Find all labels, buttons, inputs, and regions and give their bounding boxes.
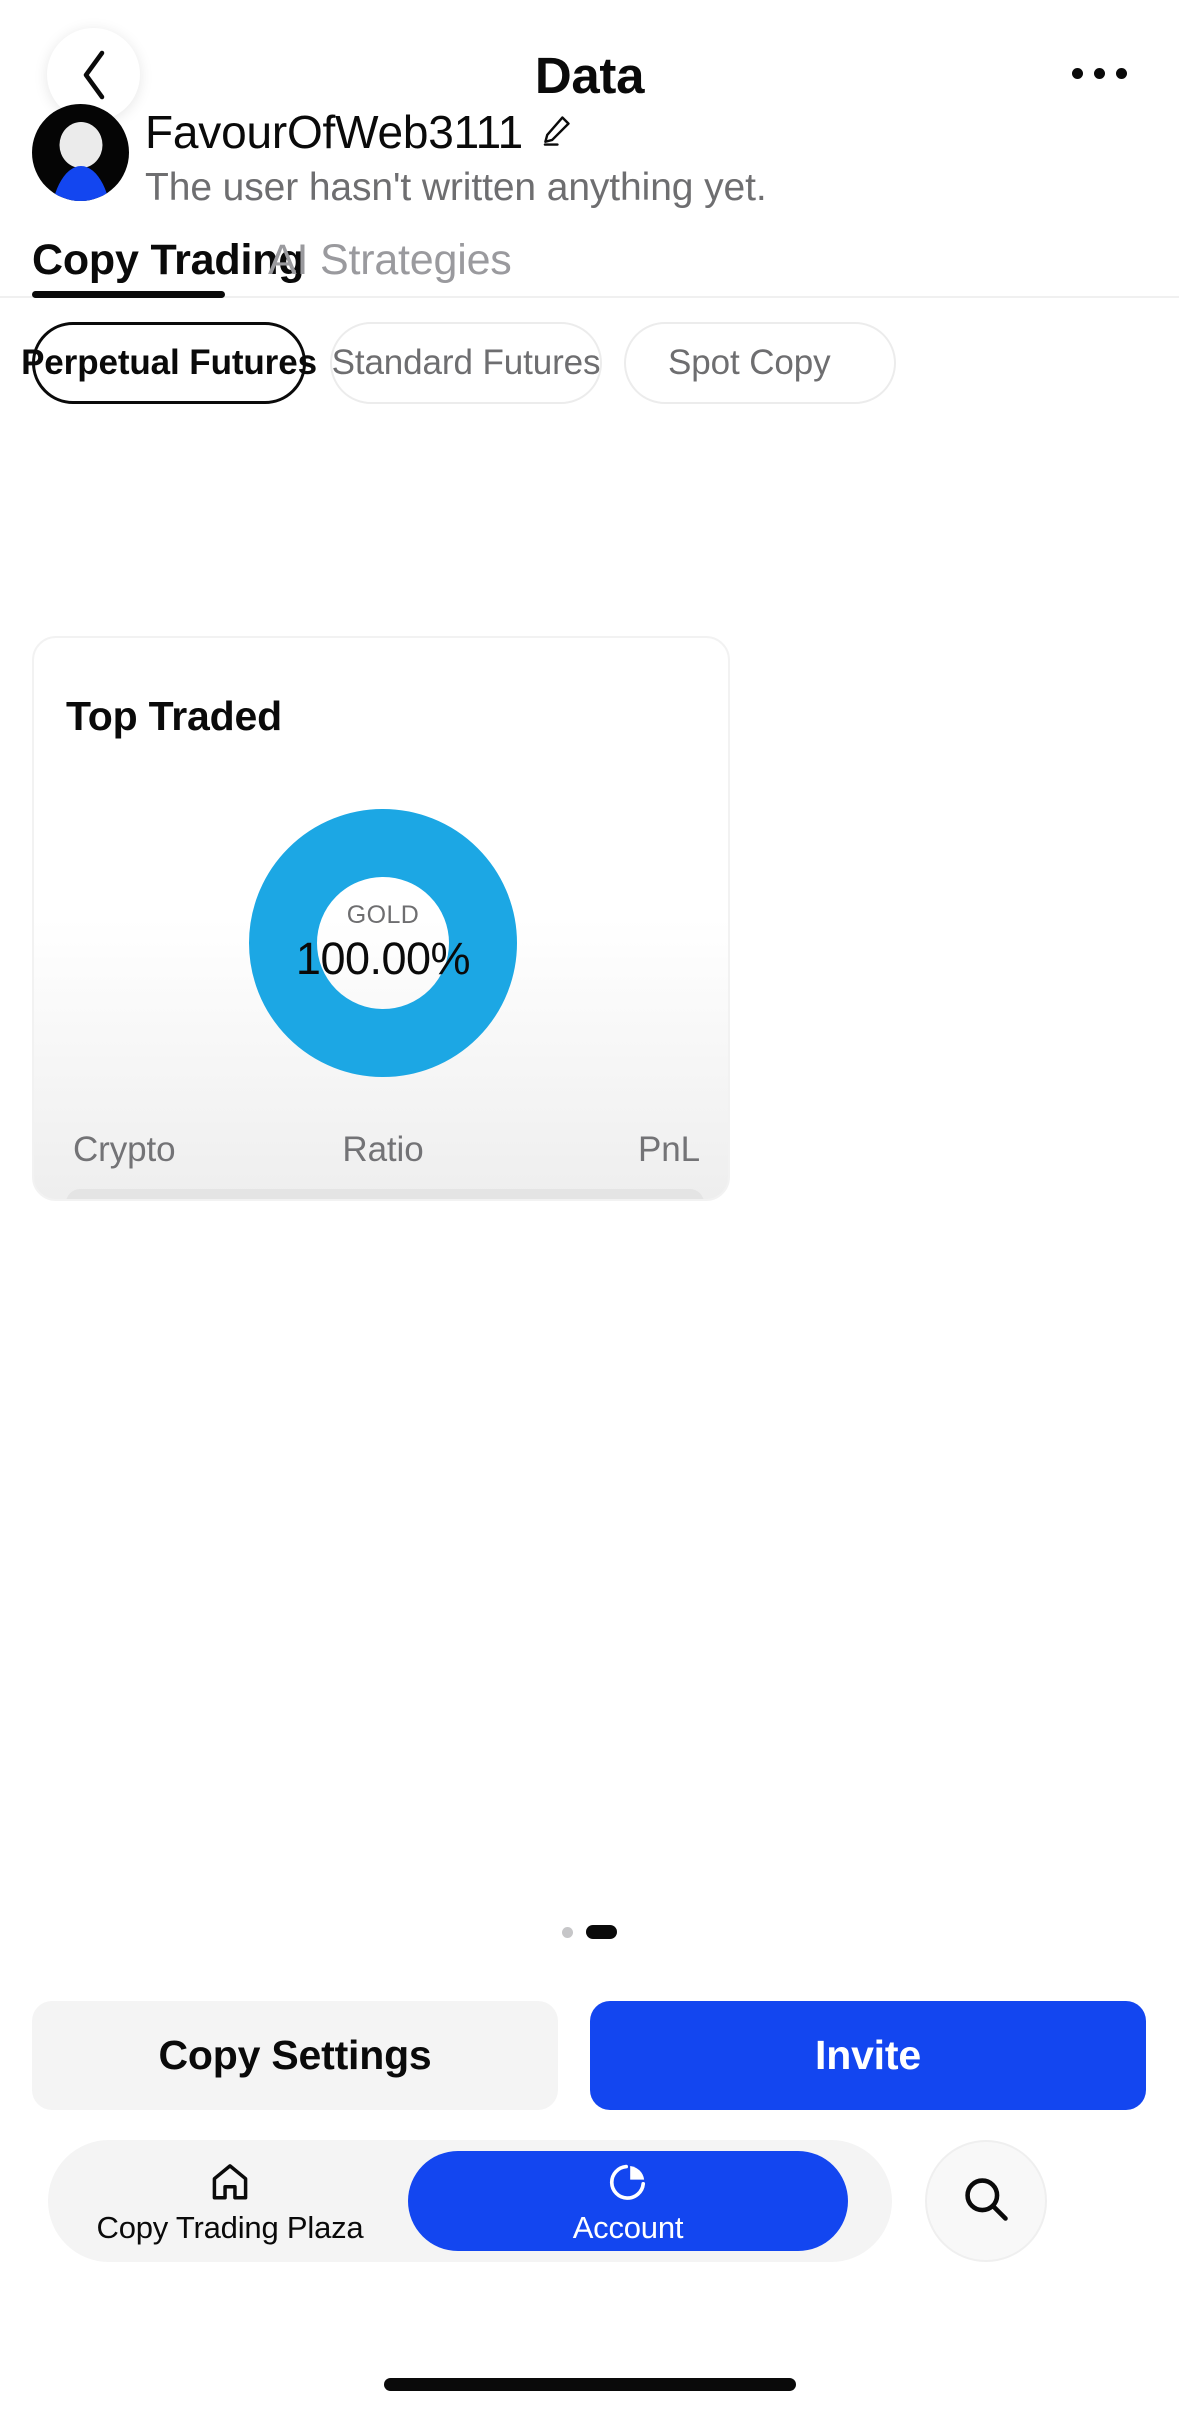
nav-label-account: Account [572, 2209, 684, 2245]
more-horizontal-icon [1072, 67, 1127, 79]
column-header-crypto: Crypto [73, 1130, 176, 1169]
donut-center-value: 100.00% [295, 933, 471, 984]
search-icon [960, 2173, 1012, 2230]
table-header: Crypto Ratio PnL [66, 1130, 700, 1172]
avatar-body [49, 166, 112, 201]
home-indicator [383, 2378, 796, 2391]
invite-button[interactable]: Invite [590, 2001, 1146, 2110]
carousel-pagination [0, 1925, 1179, 1939]
donut-center-label: GOLD [346, 901, 420, 929]
main-tabs: Copy Trading AI Strategies [0, 236, 1179, 298]
pie-chart-icon [606, 2157, 650, 2207]
avatar-head [59, 122, 102, 168]
tab-ai-strategies[interactable]: AI Strategies [268, 236, 512, 284]
pager-dot-1[interactable] [562, 1926, 573, 1938]
search-button[interactable] [925, 2140, 1047, 2262]
donut-center-text: GOLD 100.00% [249, 809, 517, 1077]
more-options-button[interactable] [1047, 48, 1127, 98]
filter-chip-row: Perpetual Futures Standard Futures Spot … [0, 322, 1179, 404]
nav-item-copy-trading-plaza[interactable]: Copy Trading Plaza [88, 2151, 372, 2251]
header-bar: Data [0, 0, 1179, 150]
tab-copy-trading[interactable]: Copy Trading [32, 236, 305, 284]
top-traded-card: Top Traded GOLD 100.00% Crypto Ratio PnL… [32, 636, 730, 1201]
nav-item-account[interactable]: Account [408, 2151, 848, 2251]
profile-name: FavourOfWeb3111 [145, 106, 523, 158]
active-tab-indicator [32, 291, 225, 298]
pager-dot-2[interactable] [586, 1925, 617, 1939]
profile-bio: The user hasn't written anything yet. [145, 166, 767, 209]
column-header-pnl: PnL [638, 1130, 700, 1169]
donut-chart: GOLD 100.00% [249, 809, 517, 1077]
card-title: Top Traded [66, 693, 282, 739]
bottom-navigation: Copy Trading Plaza Account [48, 2140, 892, 2262]
pencil-icon[interactable] [539, 113, 573, 152]
nav-label-copy-trading-plaza: Copy Trading Plaza [96, 2209, 364, 2245]
page-title: Data [534, 47, 645, 104]
avatar[interactable] [32, 104, 129, 201]
chip-spot-copy[interactable]: Spot Copy [624, 322, 896, 404]
chevron-left-icon [79, 49, 109, 101]
column-header-ratio: Ratio [342, 1130, 424, 1169]
profile-name-row: FavourOfWeb3111 [145, 105, 573, 159]
home-icon [208, 2157, 252, 2207]
action-button-row: Copy Settings Invite [0, 2001, 1179, 2110]
profile-section: FavourOfWeb3111 The user hasn't written … [0, 104, 1179, 234]
chip-perpetual-futures[interactable]: Perpetual Futures [21, 322, 317, 404]
table-row[interactable]: GOLD 100.00% -2.37 [66, 1189, 704, 1199]
chip-standard-futures[interactable]: Standard Futures [330, 322, 602, 404]
copy-settings-button[interactable]: Copy Settings [32, 2001, 558, 2110]
